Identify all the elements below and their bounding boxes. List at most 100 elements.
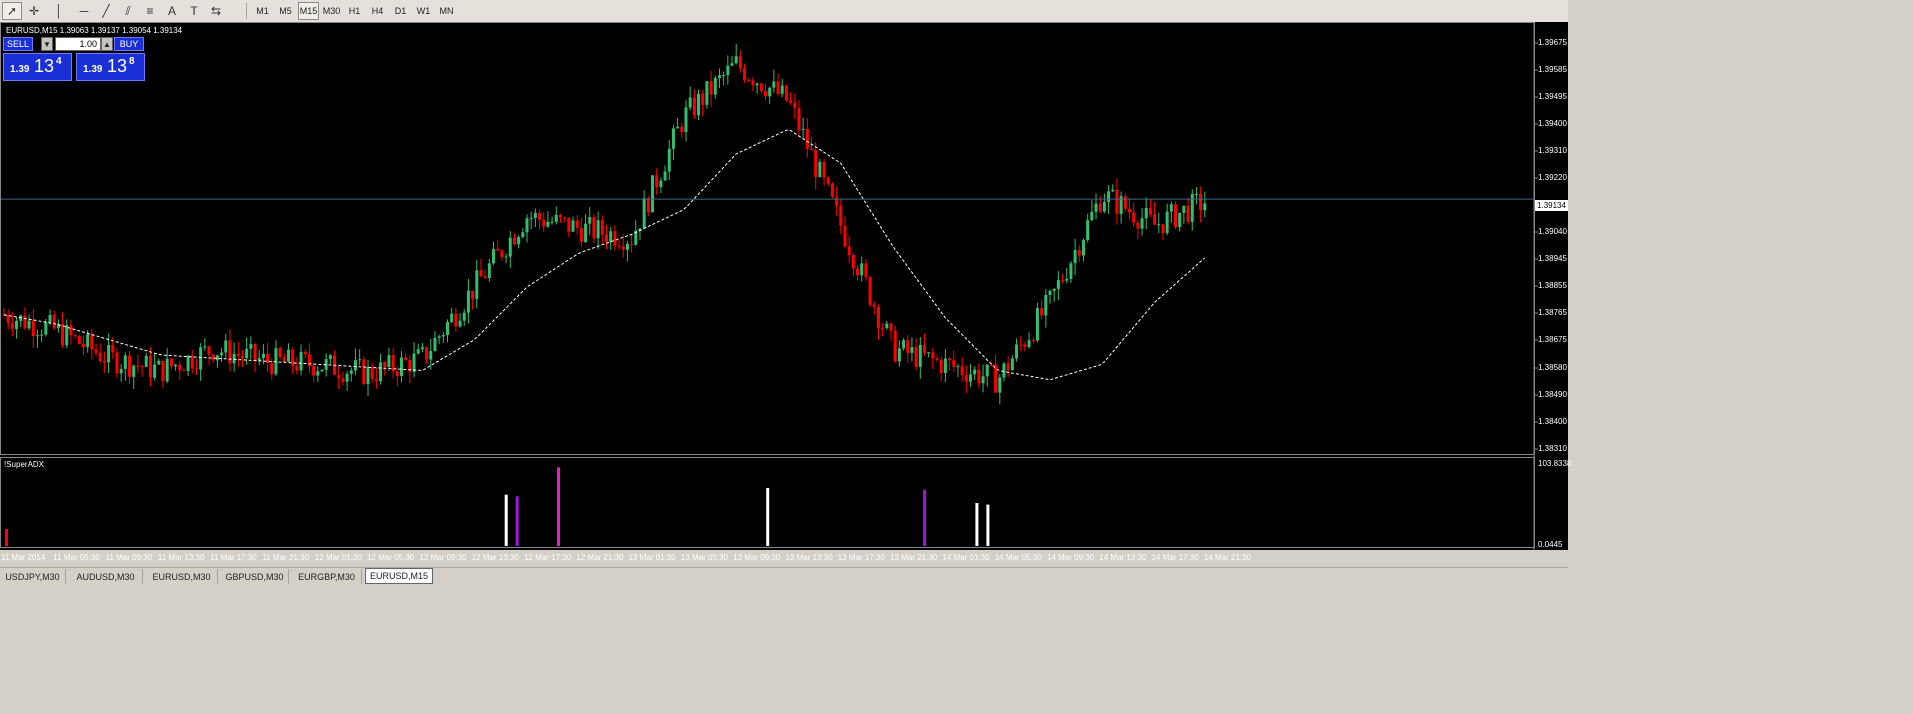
- candle-body: [625, 243, 629, 250]
- candle-body: [709, 81, 713, 95]
- period-m1-button[interactable]: M1: [256, 6, 269, 16]
- candle-body: [893, 330, 897, 362]
- candle-body: [1178, 212, 1182, 228]
- trendline-icon[interactable]: ╱: [102, 4, 110, 18]
- time-axis-label: 13 Mar 17:30: [837, 553, 885, 562]
- price-axis-label: 1.38580: [1538, 363, 1567, 372]
- candle-body: [922, 344, 926, 354]
- candle-body: [35, 335, 39, 337]
- buy-price-big: 13: [107, 56, 128, 76]
- chart-area[interactable]: EURUSD,M15 1.39063 1.39137 1.39054 1.391…: [0, 22, 1571, 562]
- candle-body: [604, 234, 608, 243]
- candle-body: [504, 256, 508, 258]
- chart-tab[interactable]: EURUSD,M30: [146, 569, 218, 584]
- horizontal-line-icon[interactable]: ─: [79, 4, 89, 18]
- fibonacci-icon[interactable]: ≡: [146, 4, 154, 18]
- candle-body: [659, 180, 663, 188]
- chart-tab[interactable]: USDJPY,M30: [0, 569, 66, 584]
- period-h4-button[interactable]: H4: [371, 6, 384, 16]
- candle-body: [856, 268, 860, 276]
- lot-decrease-button[interactable]: ▼: [41, 37, 53, 51]
- candle-body: [776, 81, 780, 94]
- time-axis-label: 12 Mar 13:30: [471, 553, 519, 562]
- period-m30-button[interactable]: M30: [322, 6, 341, 16]
- sell-button[interactable]: SELL: [3, 37, 33, 51]
- crosshair-icon[interactable]: ✛: [28, 4, 40, 18]
- symbol-info: EURUSD,M15 1.39063 1.39137 1.39054 1.391…: [6, 26, 183, 35]
- candle-body: [805, 128, 809, 149]
- candle-body: [65, 325, 69, 346]
- candle-body: [140, 366, 144, 368]
- buy-price-box[interactable]: 1.39 13 8: [76, 53, 145, 81]
- candle-body: [132, 365, 136, 377]
- candle-body: [747, 79, 751, 81]
- candle-body: [935, 358, 939, 360]
- time-axis-label: 12 Mar 17:30: [524, 553, 572, 562]
- candle-body: [1157, 224, 1161, 226]
- candle-body: [868, 277, 872, 305]
- candle-body: [1123, 196, 1127, 209]
- candle-body: [981, 376, 985, 384]
- candle-body: [420, 347, 424, 350]
- candle-body: [517, 237, 521, 245]
- channel-icon[interactable]: ⫽: [125, 3, 131, 18]
- candle-body: [136, 365, 140, 367]
- time-axis-label: 14 Mar 21:30: [1203, 553, 1252, 562]
- candle-body: [282, 357, 286, 362]
- chart-tab[interactable]: AUDUSD,M30: [69, 569, 143, 584]
- candle-body: [73, 335, 77, 337]
- candle-body: [303, 351, 307, 355]
- chart-tab[interactable]: EURUSD,M15: [365, 568, 433, 584]
- one-click-trading-panel: SELL ▼ ▲ BUY 1.39 13 4 1.39 13 8: [3, 37, 147, 81]
- candle-body: [902, 340, 906, 349]
- indicator-bar: [5, 529, 8, 546]
- period-m15-button[interactable]: M15: [298, 2, 319, 20]
- candle-body: [1107, 191, 1111, 203]
- candle-body: [111, 345, 115, 353]
- candle-body: [1199, 193, 1203, 211]
- period-d1-button[interactable]: D1: [394, 6, 407, 16]
- candle-body: [726, 65, 730, 76]
- candle-body: [1169, 204, 1173, 212]
- time-axis-label: 14 Mar 13:30: [1099, 553, 1147, 562]
- candle-body: [161, 360, 165, 382]
- candle-body: [973, 369, 977, 375]
- candle-body: [56, 323, 60, 329]
- vertical-line-icon[interactable]: │: [55, 4, 63, 18]
- candle-body: [358, 359, 362, 361]
- candle-body: [287, 349, 291, 362]
- candle-body: [215, 355, 219, 361]
- lot-size-input[interactable]: [55, 37, 101, 51]
- price-axis-label: 1.38945: [1538, 254, 1567, 263]
- period-mn-button[interactable]: MN: [439, 6, 454, 16]
- lot-increase-button[interactable]: ▲: [101, 37, 113, 51]
- candle-body: [1019, 344, 1023, 346]
- time-axis-label: 11 Mar 21:30: [262, 553, 310, 562]
- arrows-icon[interactable]: ⇆: [210, 4, 222, 18]
- candle-body: [575, 220, 579, 228]
- indicator-bar: [975, 502, 979, 546]
- buy-button[interactable]: BUY: [114, 37, 144, 51]
- candle-body: [889, 323, 893, 331]
- text-label-icon[interactable]: T: [190, 4, 198, 18]
- candle-body: [441, 334, 445, 337]
- candle-body: [1119, 196, 1123, 214]
- chart-tab[interactable]: GBPUSD,M30: [221, 569, 289, 584]
- candle-body: [107, 345, 111, 363]
- candle-body: [44, 322, 48, 335]
- period-w1-button[interactable]: W1: [416, 6, 431, 16]
- time-axis-label: 11 Mar 13:30: [157, 553, 205, 562]
- period-m5-button[interactable]: M5: [279, 6, 292, 16]
- candle-body: [278, 348, 282, 358]
- candle-body: [77, 336, 81, 344]
- cursor-icon[interactable]: ➚: [2, 2, 22, 20]
- candle-body: [906, 340, 910, 353]
- sell-price-box[interactable]: 1.39 13 4: [3, 53, 72, 81]
- chart-tab[interactable]: EURGBP,M30: [292, 569, 362, 584]
- candle-body: [299, 351, 303, 371]
- text-icon[interactable]: A: [167, 4, 176, 18]
- time-axis-label: 14 Mar 05:30: [994, 553, 1042, 562]
- period-h1-button[interactable]: H1: [348, 6, 361, 16]
- candle-body: [701, 93, 705, 105]
- candle-body: [621, 246, 625, 250]
